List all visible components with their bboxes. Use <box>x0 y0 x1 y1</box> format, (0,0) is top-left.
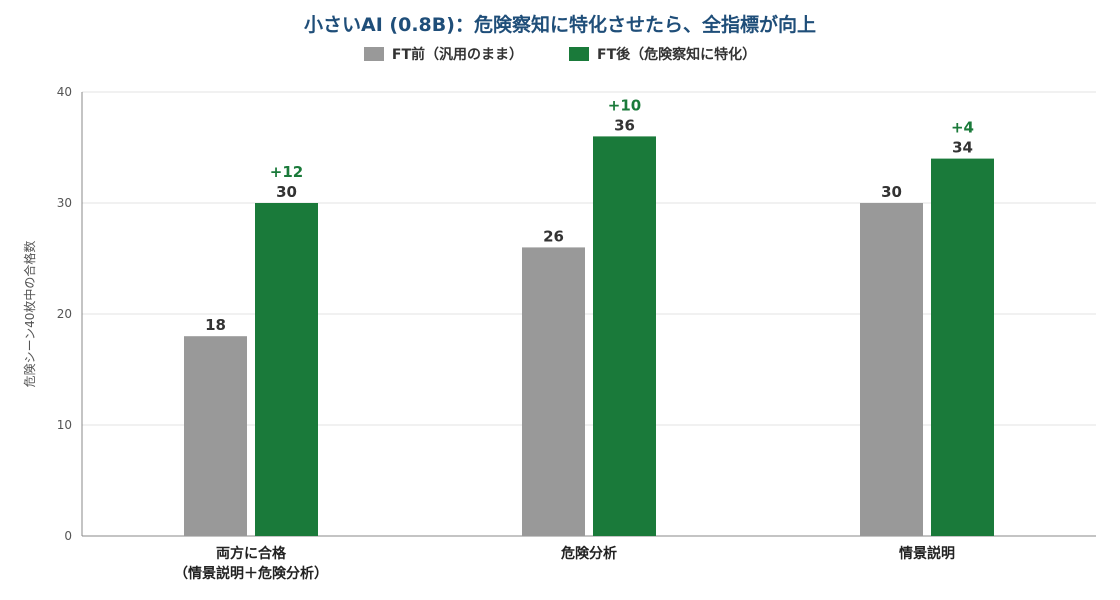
diff-label-0: +12 <box>270 163 303 181</box>
value-label-after-2: 34 <box>952 139 973 157</box>
value-label-before-1: 26 <box>543 227 564 245</box>
y-tick-label-10: 10 <box>57 418 72 432</box>
diff-label-1: +10 <box>608 96 641 114</box>
category-label-1-0: 危険分析 <box>560 545 617 562</box>
label-layer: 18 30 +12 両方に合格 （情景説明＋危険分析） 26 36 +10 危険分析 30 34 +4… <box>174 96 974 582</box>
y-tick-label-0: 0 <box>64 529 72 543</box>
chart-title: 小さいAI (0.8B)：危険察知に特化させたら、全指標が向上 <box>304 14 816 36</box>
category-label-2-0: 情景説明 <box>899 545 955 562</box>
legend-item-before: FT前（汎用のまま） <box>363 44 523 64</box>
legend-label-after: FT後（危険察知に特化） <box>597 47 757 63</box>
y-axis-label: 危険シーン40枚中の合格数 <box>22 241 37 388</box>
grid-layer <box>82 91 1096 426</box>
legend-label-before: FT前（汎用のまま） <box>391 47 523 63</box>
legend-swatch-before <box>363 47 384 61</box>
legend-swatch-after <box>569 47 589 61</box>
category-label-0-0: 両方に合格 <box>216 545 287 562</box>
bar-after-0 <box>255 203 318 536</box>
bar-before-1 <box>522 247 585 536</box>
diff-label-2: +4 <box>951 119 974 137</box>
y-tick-label-30: 30 <box>57 196 72 210</box>
value-label-before-0: 18 <box>205 316 226 334</box>
value-label-after-1: 36 <box>614 116 635 134</box>
legend: FT前（汎用のまま） FT後（危険察知に特化） <box>0 44 1120 64</box>
bar-after-1 <box>593 136 656 536</box>
value-label-before-2: 30 <box>881 183 902 201</box>
y-tick-label-40: 40 <box>57 85 72 99</box>
legend-item-after: FT後（危険察知に特化） <box>569 44 756 64</box>
axis-layer: 0 10 20 30 40 危険シーン40枚中の合格数 <box>22 85 1096 543</box>
bar-before-0 <box>184 336 247 536</box>
category-label-0-1: （情景説明＋危険分析） <box>174 565 328 582</box>
y-tick-label-20: 20 <box>57 307 72 321</box>
value-label-after-0: 30 <box>276 183 297 201</box>
bar-layer <box>184 136 994 536</box>
bar-after-2 <box>931 158 994 536</box>
bar-before-2 <box>860 203 923 536</box>
